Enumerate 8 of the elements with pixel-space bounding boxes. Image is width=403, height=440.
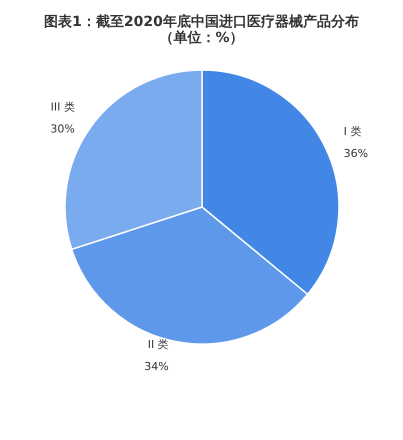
chart-title: 图表1：截至2020年底中国进口医疗器械产品分布 (44, 13, 359, 30)
slice-label: III 类 (50, 100, 75, 114)
slice-label: I 类 (344, 125, 362, 138)
chart-subtitle: （单位：%） (159, 30, 244, 46)
data-label: 34% (144, 360, 169, 373)
slice-label: II 类 (148, 338, 169, 351)
data-label: 36% (344, 147, 368, 160)
data-label: 30% (50, 122, 75, 136)
